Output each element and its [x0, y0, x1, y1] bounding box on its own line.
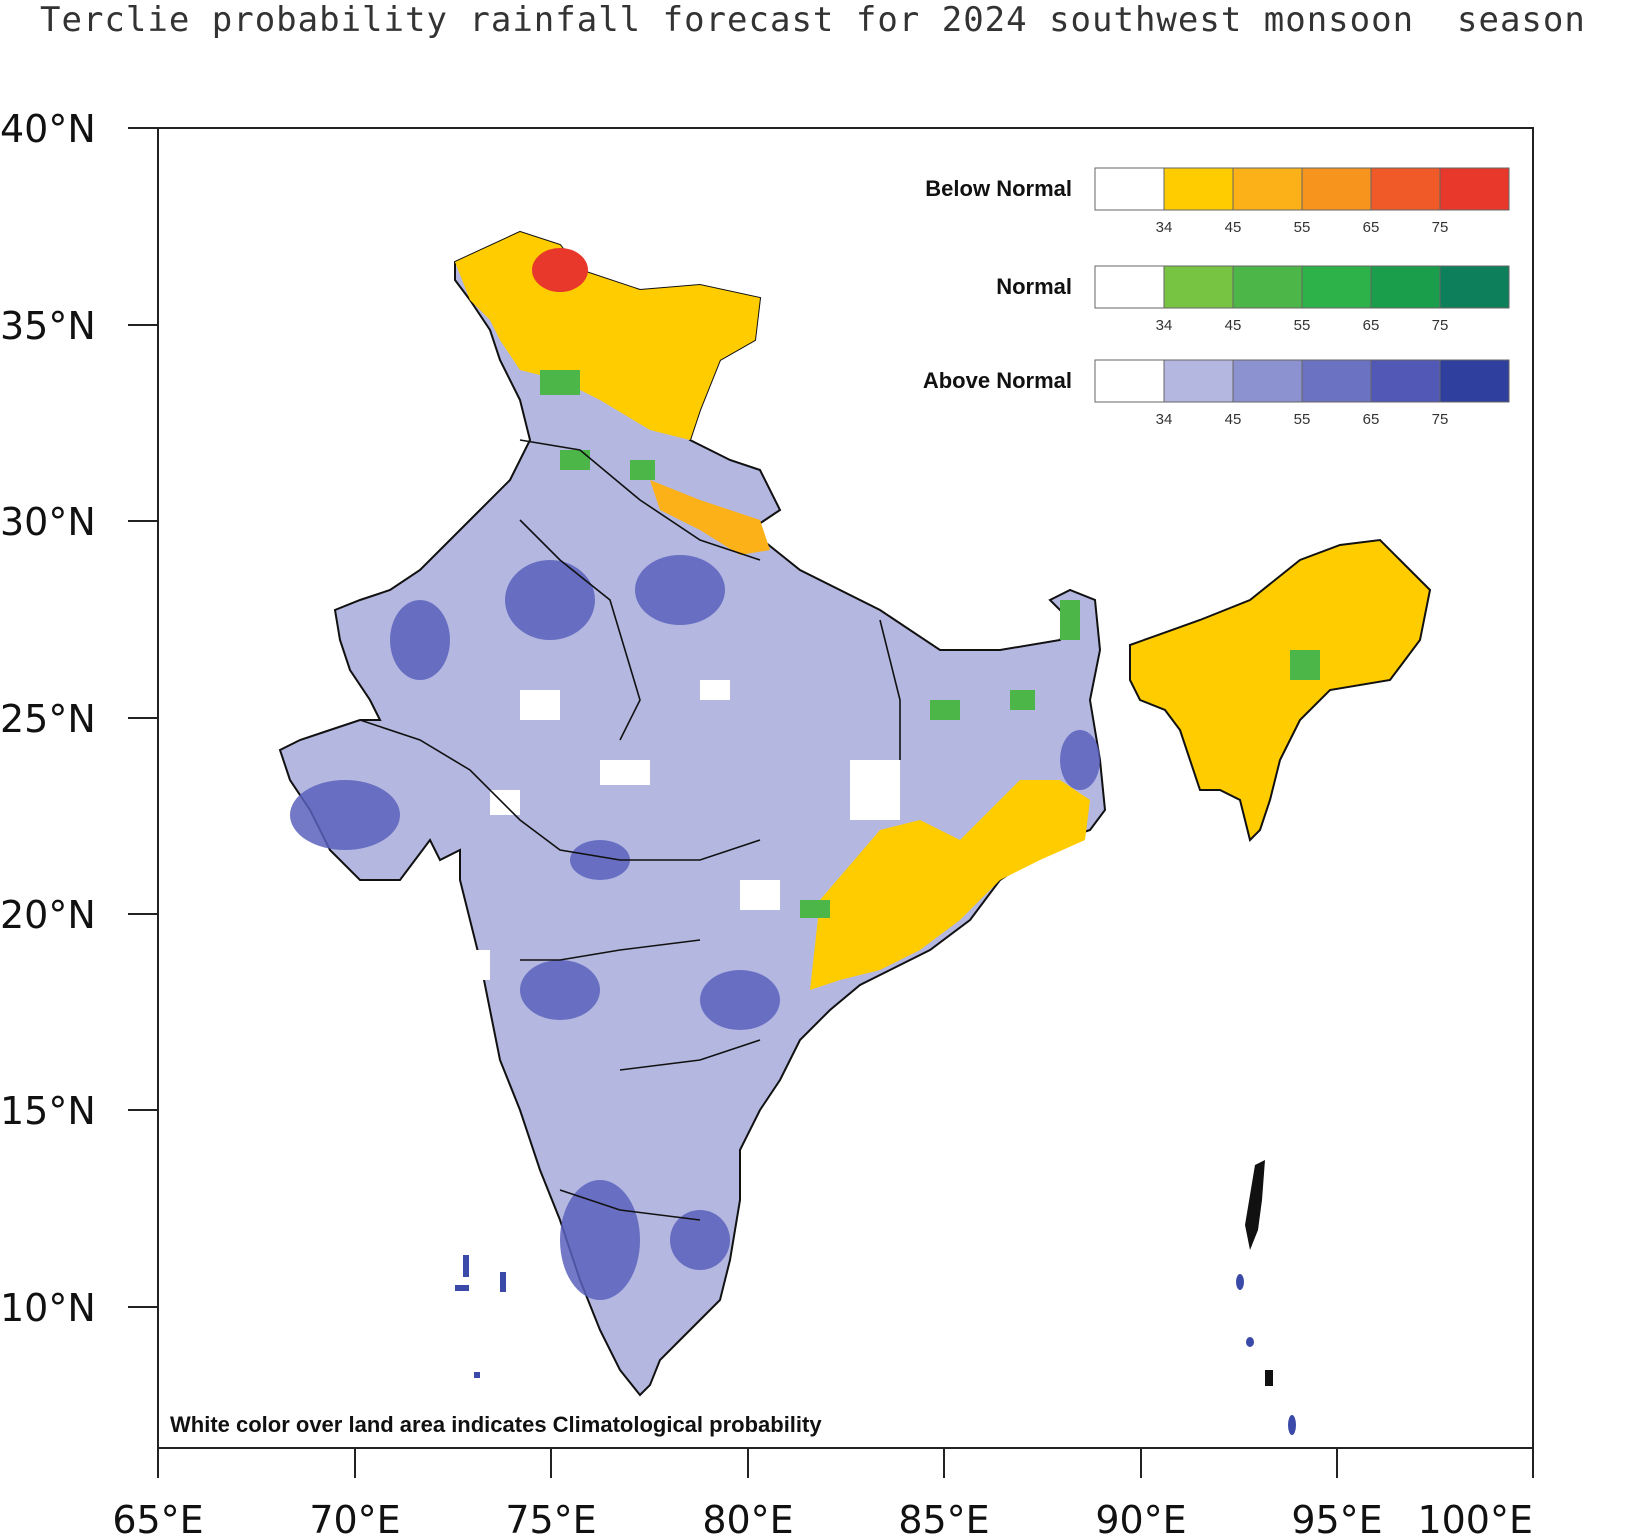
- above-normal-dark-patches: [290, 555, 1100, 1300]
- legend-tick-label: 34: [1156, 411, 1173, 428]
- state-boundaries: [359, 439, 901, 1221]
- legend-swatch: [1163, 265, 1234, 309]
- below-normal-areas: [455, 232, 1090, 990]
- lon-label-100: 100°E: [1417, 1498, 1533, 1538]
- legend-tick-label: 75: [1432, 317, 1449, 334]
- legend-swatch: [1094, 359, 1165, 403]
- latitude-axis: 40°N 35°N 30°N 25°N 20°N 15°N 10°N: [0, 107, 158, 1330]
- lat-label-35: 35°N: [0, 304, 96, 348]
- legend-tick-label: 55: [1294, 219, 1311, 236]
- legend-tick-label: 34: [1156, 317, 1173, 334]
- legend-row-label: Above Normal: [923, 368, 1072, 393]
- climatological-patches: [470, 680, 900, 980]
- legend-swatch: [1232, 167, 1303, 211]
- lon-label-65: 65°E: [112, 1498, 203, 1538]
- legend-swatch: [1439, 265, 1510, 309]
- india-landmass: [278, 230, 1107, 1397]
- lakshadweep-islands: [455, 1255, 506, 1378]
- lat-label-10: 10°N: [0, 1286, 96, 1330]
- lon-label-95: 95°E: [1291, 1498, 1382, 1538]
- legend-tick-label: 75: [1432, 411, 1449, 428]
- lat-label-40: 40°N: [0, 107, 96, 151]
- legend-row-label: Normal: [996, 274, 1072, 299]
- legend-tick-label: 65: [1363, 219, 1380, 236]
- legend-swatch: [1094, 265, 1165, 309]
- lat-label-15: 15°N: [0, 1089, 96, 1133]
- lat-label-30: 30°N: [0, 500, 96, 544]
- legend-swatch: [1370, 359, 1441, 403]
- legend-swatch: [1163, 167, 1234, 211]
- legend-swatch: [1439, 167, 1510, 211]
- legend-swatch: [1232, 265, 1303, 309]
- lon-label-75: 75°E: [505, 1498, 596, 1538]
- legend-swatch: [1163, 359, 1234, 403]
- legend-tick-label: 55: [1294, 411, 1311, 428]
- lon-label-85: 85°E: [898, 1498, 989, 1538]
- lon-label-80: 80°E: [702, 1498, 793, 1538]
- legend-tick-label: 45: [1225, 317, 1242, 334]
- legend-swatch: [1439, 359, 1510, 403]
- longitude-axis: 65°E 70°E 75°E 80°E 85°E 90°E 95°E 100°E: [112, 1448, 1534, 1538]
- legend-swatch: [1301, 359, 1372, 403]
- legend-tick-label: 65: [1363, 411, 1380, 428]
- map-title: Terclie probability rainfall forecast fo…: [40, 0, 1586, 40]
- legend-row-label: Below Normal: [925, 176, 1072, 201]
- legend-swatch: [1370, 265, 1441, 309]
- andaman-nicobar-islands: [1236, 1160, 1296, 1435]
- northeast-landmass: [1129, 538, 1432, 842]
- lat-label-20: 20°N: [0, 893, 96, 937]
- legend-swatch: [1301, 265, 1372, 309]
- legend-tick-label: 45: [1225, 411, 1242, 428]
- legend-swatch: [1301, 167, 1372, 211]
- lat-label-25: 25°N: [0, 697, 96, 741]
- legend-swatch: [1094, 167, 1165, 211]
- climatology-note: White color over land area indicates Cli…: [170, 1412, 822, 1437]
- legend: Below Normal 34 45 55 65 75 Normal 34 45 55 65 75 Ab…: [923, 167, 1510, 428]
- legend-tick-label: 45: [1225, 219, 1242, 236]
- lon-label-90: 90°E: [1095, 1498, 1186, 1538]
- legend-tick-label: 55: [1294, 317, 1311, 334]
- legend-tick-label: 65: [1363, 317, 1380, 334]
- lon-label-70: 70°E: [309, 1498, 400, 1538]
- legend-swatch: [1370, 167, 1441, 211]
- normal-areas: [540, 370, 1320, 918]
- legend-tick-label: 75: [1432, 219, 1449, 236]
- legend-swatch: [1232, 359, 1303, 403]
- legend-tick-label: 34: [1156, 219, 1173, 236]
